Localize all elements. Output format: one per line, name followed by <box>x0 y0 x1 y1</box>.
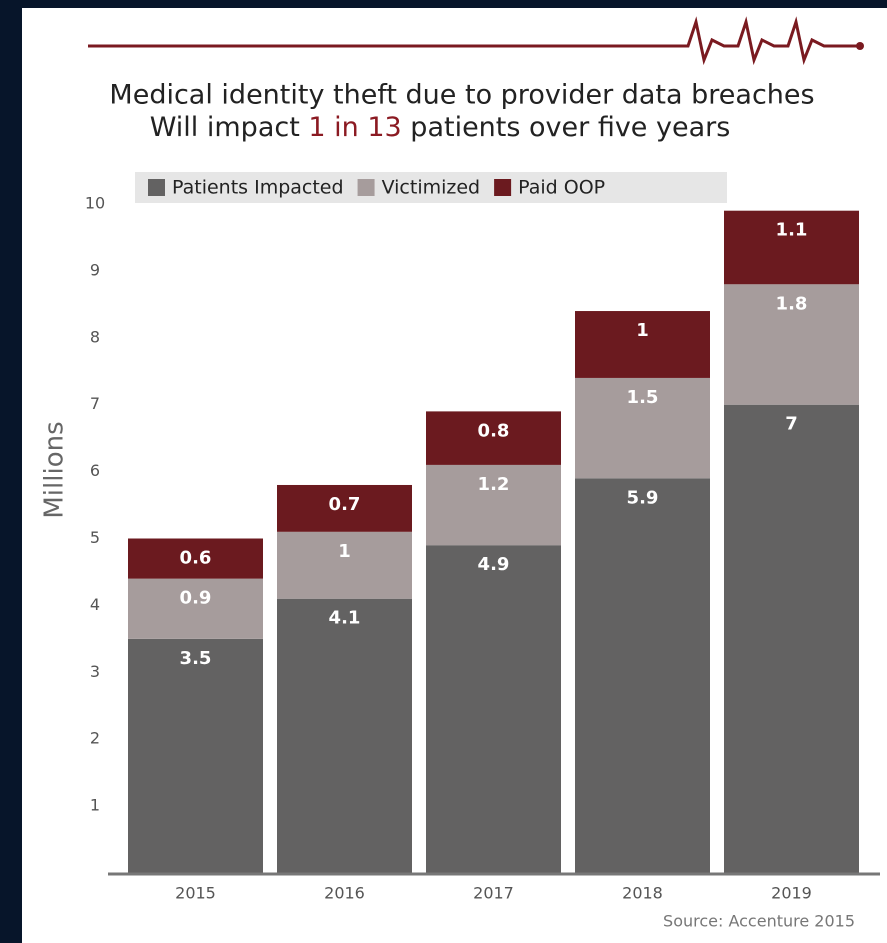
bar-segment <box>128 638 263 873</box>
y-tick-label: 9 <box>90 260 100 279</box>
y-tick-label: 8 <box>90 327 100 346</box>
data-label: 1.8 <box>776 293 808 314</box>
y-tick-label: 7 <box>90 394 100 413</box>
data-label: 4.9 <box>478 554 510 575</box>
x-tick-label: 2016 <box>324 884 365 903</box>
data-label: 1.5 <box>627 387 659 408</box>
bar-segment <box>426 411 561 465</box>
data-label: 0.7 <box>329 494 361 515</box>
subtitle-highlight: 1 in 13 <box>308 112 401 143</box>
bar-segment <box>128 578 263 639</box>
chart-subtitle: Will impact 1 in 13 patients over five y… <box>150 112 731 143</box>
data-label: 5.9 <box>627 487 659 508</box>
y-axis-label: Millions <box>40 421 70 518</box>
subtitle-part: Will impact <box>150 112 309 143</box>
y-tick-label: 4 <box>90 595 100 614</box>
legend-label: Victimized <box>382 177 481 199</box>
bar-segment <box>575 478 710 873</box>
y-tick-label: 2 <box>90 729 100 748</box>
source: Source: Accenture 2015 <box>663 912 855 931</box>
legend-swatch <box>494 179 512 196</box>
legend-label: Patients Impacted <box>172 177 344 199</box>
y-tick-label: 3 <box>90 662 100 681</box>
y-tick-label: 6 <box>90 461 100 480</box>
x-tick-label: 2015 <box>175 884 216 903</box>
data-label: 7 <box>785 414 798 435</box>
data-label: 1 <box>338 541 351 562</box>
heartbeat-dot <box>856 42 864 50</box>
data-label: 0.8 <box>478 420 510 441</box>
x-tick-label: 2018 <box>622 884 663 903</box>
bar-segment <box>426 545 561 873</box>
bar-segment <box>128 538 263 579</box>
x-tick-label: 2017 <box>473 884 514 903</box>
x-tick-label: 2019 <box>771 884 812 903</box>
data-label: 3.5 <box>180 648 212 669</box>
bar-segment <box>277 531 412 599</box>
data-label: 0.6 <box>180 548 212 569</box>
bar-segment <box>575 377 710 479</box>
subtitle-part: patients over five years <box>402 112 731 143</box>
bar-segment <box>724 284 859 405</box>
y-tick-label: 1 <box>90 796 100 815</box>
bar-segment <box>575 311 710 378</box>
heartbeat-line <box>88 16 858 66</box>
legend-swatch <box>357 179 375 196</box>
legend-swatch <box>148 179 165 196</box>
y-tick-label: 5 <box>90 528 100 547</box>
legend-label: Paid OOP <box>518 177 605 199</box>
bar-segment <box>724 210 859 285</box>
data-label: 1 <box>636 320 649 341</box>
bar-segment <box>277 598 412 873</box>
data-label: 0.9 <box>180 588 212 609</box>
y-tick-label: 10 <box>85 194 105 213</box>
bar-segment <box>724 404 859 873</box>
bar-segment <box>277 484 412 532</box>
bar-segment <box>426 464 561 546</box>
data-label: 1.2 <box>478 474 510 495</box>
data-label: 4.1 <box>329 608 361 629</box>
data-label: 1.1 <box>776 220 808 241</box>
legend-background <box>135 172 727 203</box>
chart-title: Medical identity theft due to provider d… <box>109 80 814 111</box>
